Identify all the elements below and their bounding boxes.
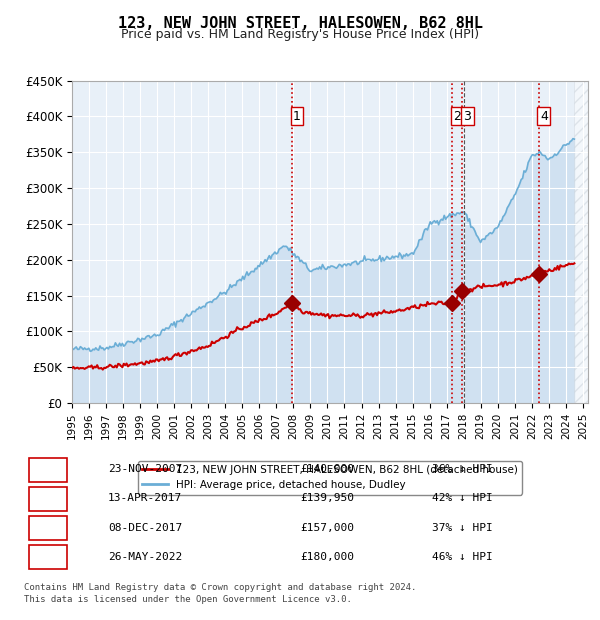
Text: £157,000: £157,000 <box>300 523 354 533</box>
Text: 42% ↓ HPI: 42% ↓ HPI <box>432 494 493 503</box>
Text: Price paid vs. HM Land Registry's House Price Index (HPI): Price paid vs. HM Land Registry's House … <box>121 28 479 41</box>
Text: 23-NOV-2007: 23-NOV-2007 <box>108 464 182 474</box>
Text: 1: 1 <box>293 110 301 123</box>
Text: 123, NEW JOHN STREET, HALESOWEN, B62 8HL: 123, NEW JOHN STREET, HALESOWEN, B62 8HL <box>118 16 482 30</box>
Text: £139,950: £139,950 <box>300 494 354 503</box>
Legend: 123, NEW JOHN STREET, HALESOWEN, B62 8HL (detached house), HPI: Average price, d: 123, NEW JOHN STREET, HALESOWEN, B62 8HL… <box>138 461 522 495</box>
Text: 36% ↓ HPI: 36% ↓ HPI <box>432 464 493 474</box>
Text: 37% ↓ HPI: 37% ↓ HPI <box>432 523 493 533</box>
Text: 08-DEC-2017: 08-DEC-2017 <box>108 523 182 533</box>
Text: This data is licensed under the Open Government Licence v3.0.: This data is licensed under the Open Gov… <box>24 595 352 604</box>
Text: 3: 3 <box>44 523 52 533</box>
Text: £140,000: £140,000 <box>300 464 354 474</box>
Text: Contains HM Land Registry data © Crown copyright and database right 2024.: Contains HM Land Registry data © Crown c… <box>24 583 416 592</box>
Text: 4: 4 <box>540 110 548 123</box>
Text: 46% ↓ HPI: 46% ↓ HPI <box>432 552 493 562</box>
Text: £180,000: £180,000 <box>300 552 354 562</box>
Text: 3: 3 <box>463 110 471 123</box>
Text: 2: 2 <box>453 110 461 123</box>
Text: 4: 4 <box>44 552 52 562</box>
Text: 13-APR-2017: 13-APR-2017 <box>108 494 182 503</box>
Text: 26-MAY-2022: 26-MAY-2022 <box>108 552 182 562</box>
Text: 2: 2 <box>44 494 52 503</box>
Text: 1: 1 <box>44 464 52 474</box>
